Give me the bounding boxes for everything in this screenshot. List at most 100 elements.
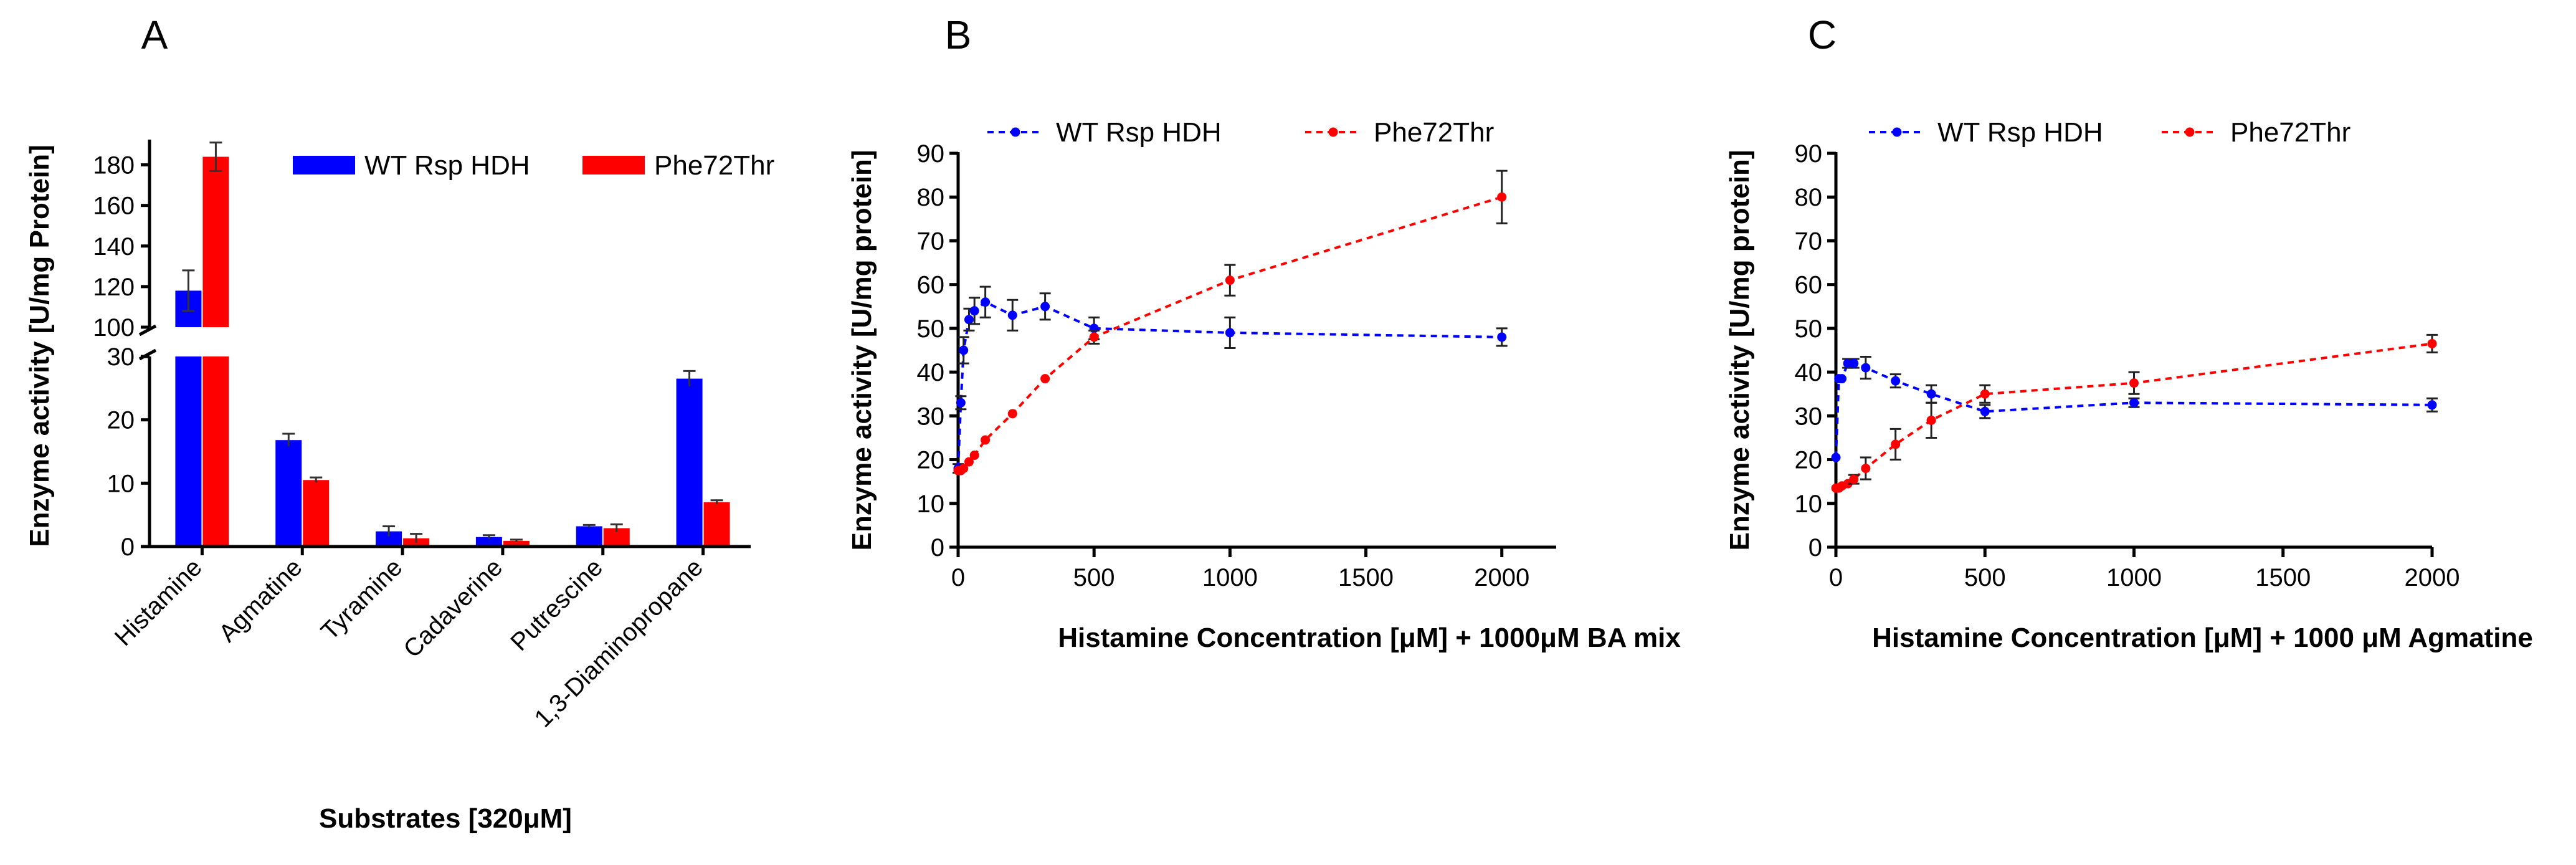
legend-label-b-0: WT Rsp HDH: [1056, 117, 1222, 148]
x-axis-label-c: Histamine Concentration [μM] + 1000 μM A…: [1872, 623, 2533, 653]
x-tick-label-5: 1,3-Diaminopropane: [530, 553, 708, 732]
x-tick-label-0: Histamine: [110, 553, 207, 651]
panel-a-label: A: [141, 12, 168, 57]
data-point-c-1-5: [1861, 464, 1871, 474]
y-tick-label-lower-0: 0: [121, 533, 135, 561]
y-tick-label-c-4: 40: [1795, 359, 1823, 386]
data-point-c-1-10: [2427, 338, 2437, 348]
y-tick-label-upper-0: 100: [93, 314, 135, 342]
y-tick-label-upper-4: 180: [93, 152, 135, 179]
bar-1-5: [703, 502, 730, 547]
data-point-b-0-3: [964, 315, 974, 325]
data-point-c-0-10: [2427, 400, 2437, 410]
y-tick-label-b-2: 20: [917, 447, 945, 474]
y-tick-label-lower-2: 20: [107, 407, 135, 434]
y-tick-label-c-0: 0: [1808, 534, 1822, 562]
axis-break-gap: [131, 328, 751, 356]
legend-marker-c-1: [2185, 127, 2195, 137]
legend-swatch-0: [293, 156, 355, 174]
x-tick-label-b-0: 0: [951, 564, 965, 591]
y-tick-label-b-6: 60: [917, 272, 945, 299]
y-tick-label-c-7: 70: [1795, 227, 1823, 255]
y-tick-label-b-9: 90: [917, 140, 945, 168]
data-point-b-0-1: [956, 398, 966, 408]
bar-0-3: [475, 537, 502, 547]
legend-swatch-1: [582, 156, 645, 174]
data-point-b-0-4: [969, 306, 979, 316]
data-point-b-0-5: [981, 297, 991, 307]
legend-marker-c-0: [1892, 127, 1902, 137]
x-tick-label-b-3: 1500: [1338, 564, 1394, 591]
y-tick-label-upper-3: 160: [93, 193, 135, 220]
y-tick-label-b-7: 70: [917, 227, 945, 255]
data-point-c-1-6: [1891, 439, 1901, 449]
panel-c-label: C: [1808, 12, 1837, 57]
panel-a-bar-chart: A Histamine Agmatine TyramineCadaverinePutr…: [24, 12, 774, 834]
data-point-c-0-4: [1849, 358, 1859, 368]
y-tick-label-c-9: 90: [1795, 140, 1823, 168]
panel-b-label: B: [945, 12, 972, 57]
x-tick-label-b-4: 2000: [1474, 564, 1529, 591]
y-tick-label-c-3: 30: [1795, 403, 1823, 430]
y-tick-label-lower-1: 10: [107, 470, 135, 497]
data-point-c-0-9: [2129, 398, 2139, 408]
bar-1-0-upper: [202, 156, 229, 328]
x-tick-label-3: Cadaverine: [399, 553, 508, 663]
bar-0-5: [676, 378, 703, 547]
x-tick-label-c-1: 500: [1964, 564, 2006, 591]
y-tick-label-c-6: 60: [1795, 272, 1823, 299]
x-tick-label-b-1: 500: [1073, 564, 1115, 591]
series-line-c-1: [1836, 342, 2433, 490]
legend-label-c-1: Phe72Thr: [2230, 117, 2350, 148]
data-point-c-0-2: [1837, 374, 1847, 384]
break-mark-top: [138, 324, 157, 337]
data-point-c-0-8: [1980, 406, 1990, 416]
bar-1-1: [303, 480, 330, 547]
y-axis-label: Enzyme activity [U/mg Protein]: [24, 145, 55, 547]
y-tick-label-b-5: 50: [917, 315, 945, 343]
data-point-b-0-9: [1225, 328, 1235, 338]
data-point-b-1-4: [969, 451, 979, 461]
data-point-c-1-4: [1849, 474, 1859, 484]
data-point-b-0-6: [1007, 310, 1017, 320]
legend-label-c-0: WT Rsp HDH: [1937, 117, 2103, 148]
data-point-b-1-6: [1007, 409, 1017, 419]
data-point-c-0-7: [1926, 389, 1936, 399]
x-axis-label: Substrates [320μM]: [319, 803, 572, 834]
data-point-b-0-2: [959, 345, 969, 355]
y-tick-label-c-2: 20: [1795, 447, 1823, 474]
data-point-b-0-10: [1497, 332, 1507, 342]
data-point-c-1-9: [2129, 378, 2139, 388]
data-point-c-1-7: [1926, 415, 1936, 425]
legend-marker-b-0: [1010, 127, 1020, 137]
y-tick-label-b-3: 30: [917, 403, 945, 430]
y-tick-label-b-1: 10: [917, 490, 945, 518]
y-tick-label-lower-3: 30: [107, 343, 135, 371]
x-tick-label-c-4: 2000: [2405, 564, 2460, 591]
x-tick-label-2: Tyramine: [316, 553, 407, 645]
x-tick-label-c-0: 0: [1829, 564, 1843, 591]
legend-label-0: WT Rsp HDH: [364, 150, 530, 181]
bar-0-4: [576, 526, 602, 547]
panel-c-line-chart: C 0 10 20 30 40 50 60 70 80 90 0 500 1000 1500 2000 Enzy…: [1724, 12, 2533, 653]
y-tick-label-c-5: 50: [1795, 315, 1823, 343]
data-point-b-1-3: [964, 457, 974, 467]
legend-label-1: Phe72Thr: [654, 150, 774, 181]
y-axis-label-b: Enzyme activity [U/mg protein]: [847, 150, 877, 550]
x-tick-label-b-2: 1000: [1202, 564, 1258, 591]
data-point-b-1-7: [1040, 374, 1050, 384]
legend-marker-b-1: [1328, 127, 1338, 137]
data-point-b-0-7: [1040, 302, 1050, 312]
data-point-b-1-8: [1089, 332, 1099, 342]
data-point-b-1-10: [1497, 192, 1507, 202]
bar-1-0-lower: [202, 356, 229, 547]
y-tick-label-b-4: 40: [917, 359, 945, 386]
bar-1-3: [503, 540, 530, 547]
y-tick-label-c-1: 10: [1795, 490, 1823, 518]
panel-b-line-chart: B 0 10 20 30 40 50 60 70 80 90 0 500 1000 1500 2000 Enzy…: [847, 12, 1681, 653]
x-axis-label-b: Histamine Concentration [μM] + 1000μM BA…: [1058, 623, 1681, 653]
data-point-c-0-0: [1831, 452, 1841, 462]
y-axis-label-c: Enzyme activity [U/mg protein]: [1724, 150, 1755, 550]
x-tick-label-c-2: 1000: [2106, 564, 2162, 591]
